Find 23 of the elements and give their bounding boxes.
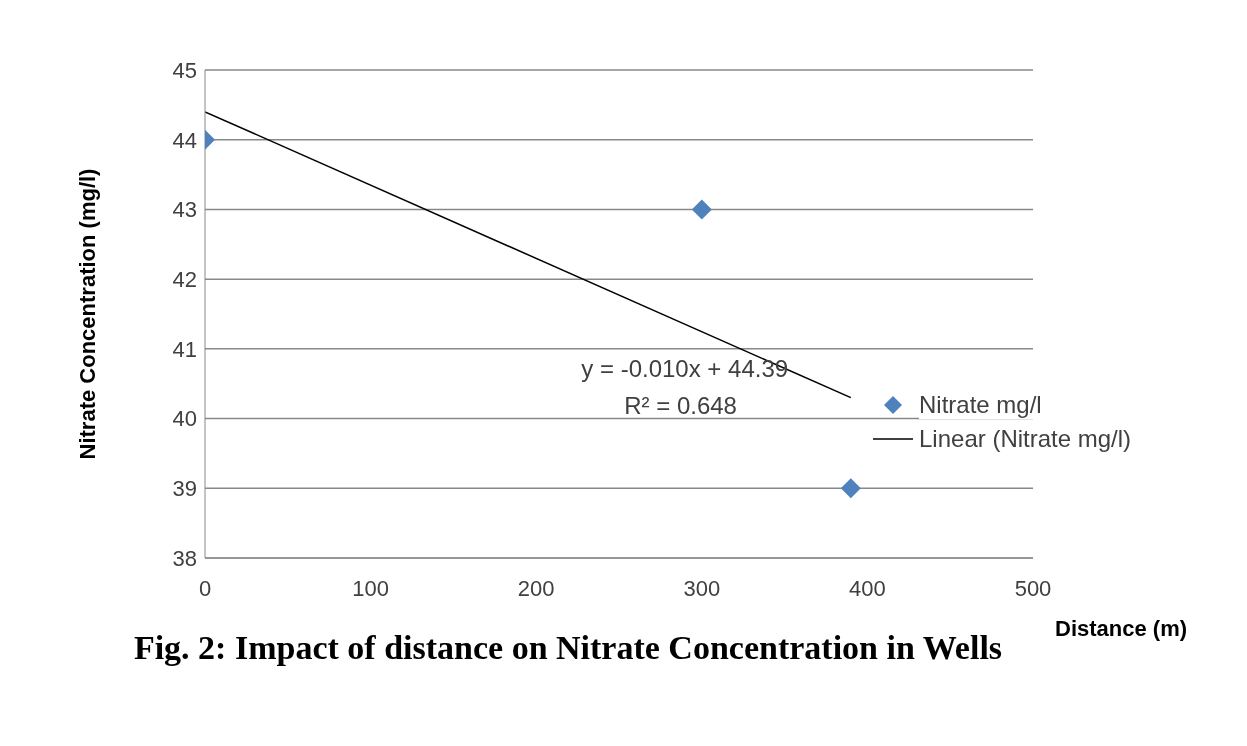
y-tick-label: 41 bbox=[172, 336, 197, 362]
y-axis-title: Nitrate Concentration (mg/l) bbox=[75, 168, 100, 460]
point bbox=[691, 199, 712, 220]
x-tick-label: 400 bbox=[849, 575, 886, 601]
text: Fig. 2: Impact of distance on Nitrate Concentration in Wells bbox=[133, 629, 1003, 666]
annotation: R² = 0.648 bbox=[624, 392, 737, 420]
legend-label: Linear (Nitrate mg/l) bbox=[919, 425, 1132, 453]
y-tick-label: 43 bbox=[172, 197, 197, 223]
x-tick-label: 200 bbox=[517, 575, 555, 601]
legend-label: Nitrate mg/l bbox=[919, 391, 1042, 419]
x-tick-label: 300 bbox=[683, 575, 721, 601]
x-axis-title: Distance (m) bbox=[1055, 616, 1188, 641]
y-tick-label: 44 bbox=[172, 127, 197, 153]
y-tick-label: 40 bbox=[172, 406, 197, 432]
x-tick-label: 0 bbox=[198, 575, 212, 601]
y-tick-label: 38 bbox=[172, 545, 197, 571]
y-tick-label: 42 bbox=[172, 266, 197, 292]
x-tick-label: 500 bbox=[1014, 575, 1052, 601]
y-tick-label: 39 bbox=[172, 476, 197, 502]
point bbox=[840, 478, 861, 499]
annotation: y = -0.010x + 44.39 bbox=[581, 355, 789, 383]
x-tick-label: 100 bbox=[352, 575, 389, 601]
y-tick-label: 45 bbox=[172, 57, 197, 83]
